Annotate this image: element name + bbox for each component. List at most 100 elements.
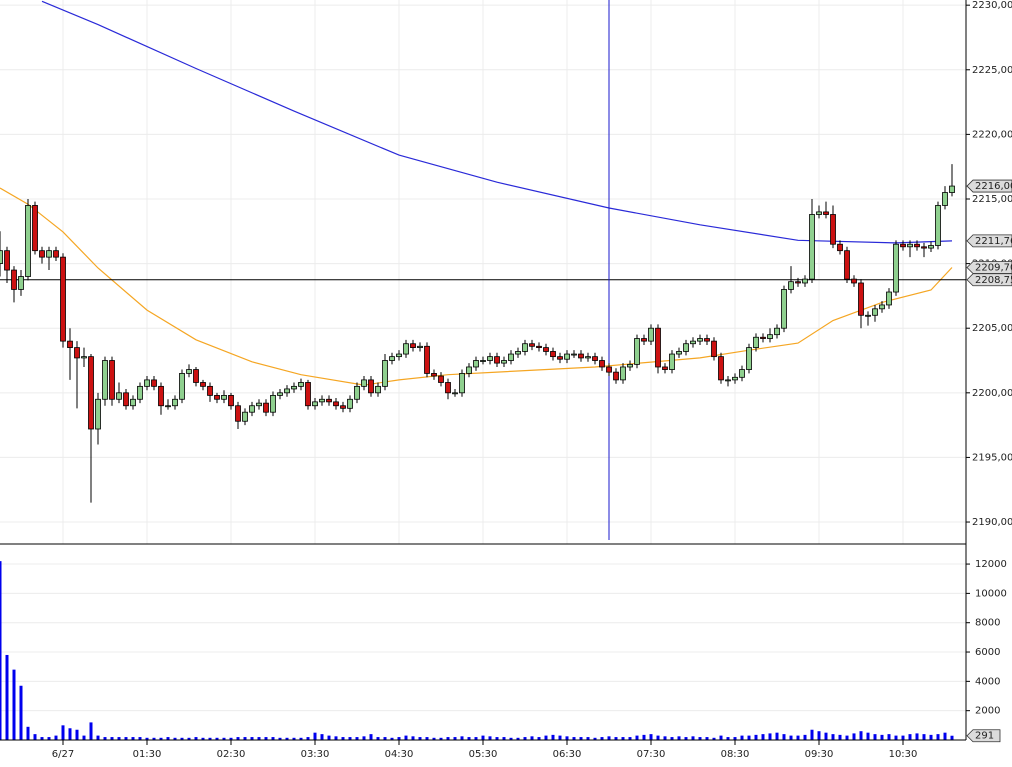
candle-body — [816, 211, 822, 215]
volume-bar — [215, 737, 219, 740]
candle-body — [900, 243, 906, 248]
candle-body — [914, 243, 920, 248]
price-marker — [966, 234, 1012, 248]
y-tick-label: 6000 — [975, 647, 1000, 658]
candle-body — [767, 334, 773, 339]
volume-bar — [446, 737, 450, 740]
volume-bar — [82, 735, 86, 740]
volume-bar — [19, 685, 23, 740]
candle-body — [935, 205, 941, 246]
candle-body — [144, 379, 150, 387]
volume-bar — [810, 729, 814, 740]
candle-body — [508, 353, 514, 361]
volume-bar — [467, 737, 471, 740]
volume-bar — [691, 736, 695, 740]
candle-body — [893, 243, 899, 293]
candle-body — [396, 353, 402, 358]
volume-bar — [89, 722, 93, 740]
volume-bar — [243, 737, 247, 740]
volume-bar — [54, 735, 58, 740]
volume-bar — [180, 737, 184, 740]
y-tick-label: 2205,00 — [972, 323, 1012, 334]
volume-bar — [915, 733, 919, 740]
candle-body — [942, 192, 948, 206]
candle-body — [438, 375, 444, 383]
volume-bar — [334, 736, 338, 740]
volume-bar — [152, 737, 156, 740]
volume-bar — [565, 736, 569, 740]
y-tick-label: 2190,00 — [972, 517, 1012, 528]
price-marker — [966, 261, 1012, 274]
candle-body — [781, 289, 787, 329]
volume-bar — [950, 735, 954, 740]
volume-bar — [103, 737, 107, 740]
volume-bar — [635, 735, 639, 740]
candle-body — [179, 373, 185, 400]
volume-bar — [341, 737, 345, 740]
candle-body — [641, 338, 647, 342]
volume-bar — [0, 561, 2, 740]
volume-bar — [481, 735, 485, 740]
candle-body — [690, 340, 696, 345]
candle-body — [571, 353, 577, 356]
volume-bar — [677, 736, 681, 740]
volume-bar — [754, 734, 758, 740]
volume-bar — [418, 737, 422, 740]
volume-bar — [257, 737, 261, 740]
volume-bar — [313, 732, 317, 740]
candle-body — [557, 356, 563, 360]
volume-bar — [383, 737, 387, 740]
volume-bar — [250, 737, 254, 740]
candle-body — [340, 405, 346, 409]
volume-marker-label: 291 — [975, 731, 994, 742]
candle-body — [872, 308, 878, 316]
volume-bar — [684, 737, 688, 740]
candle-body — [403, 343, 409, 355]
volume-bar — [761, 734, 765, 740]
candle-body — [704, 338, 710, 342]
candle-body — [242, 411, 248, 422]
candle-body — [606, 366, 612, 373]
candle-body — [844, 250, 850, 280]
volume-bar — [803, 734, 807, 740]
candle-body — [46, 250, 52, 258]
candle-body — [158, 385, 164, 407]
candle-body — [326, 398, 332, 403]
volume-bar — [768, 733, 772, 740]
volume-bar — [579, 737, 583, 740]
candle-body — [88, 356, 94, 430]
y-tick-label: 2220,00 — [972, 129, 1012, 140]
candle-body — [116, 392, 122, 400]
price-marker — [966, 179, 1012, 193]
volume-bar — [733, 737, 737, 740]
candle-body — [459, 373, 465, 394]
volume-bar — [740, 735, 744, 740]
volume-bar — [187, 737, 191, 740]
candle-body — [354, 385, 360, 400]
volume-bar — [264, 737, 268, 740]
x-tick-label: 07:30 — [637, 749, 666, 760]
volume-bar — [285, 737, 289, 740]
candle-body — [452, 392, 458, 395]
candle-body — [620, 366, 626, 381]
volume-bar — [61, 725, 65, 740]
volume-bar — [495, 737, 499, 740]
candle-body — [382, 360, 388, 387]
volume-bar — [201, 737, 205, 740]
candle-body — [837, 243, 843, 252]
volume-bar — [544, 735, 548, 740]
volume-bar — [607, 736, 611, 740]
candle-body — [697, 338, 703, 342]
volume-bar — [278, 737, 282, 740]
volume-bar — [194, 737, 198, 740]
moving-average — [0, 187, 953, 386]
candle-body — [788, 281, 794, 290]
candle-body — [648, 327, 654, 342]
volume-bar — [670, 737, 674, 740]
candle-body — [529, 343, 535, 347]
candle-body — [298, 382, 304, 387]
volume-bar — [621, 737, 625, 740]
volume-bar — [936, 734, 940, 740]
volume-bar — [124, 737, 128, 740]
